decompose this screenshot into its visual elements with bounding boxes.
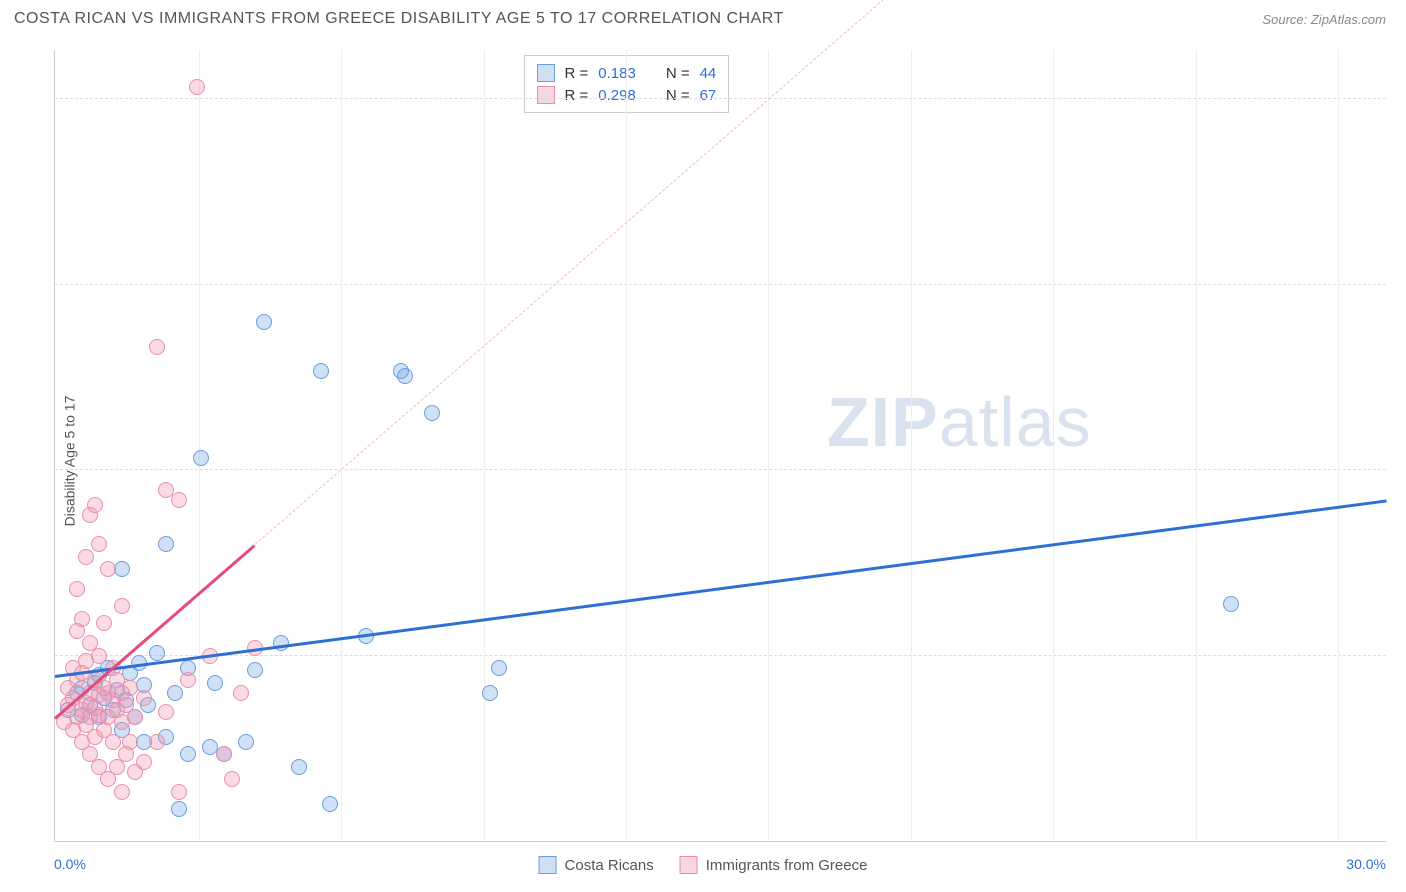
scatter-point — [91, 648, 107, 664]
legend-item: Immigrants from Greece — [680, 856, 868, 874]
scatter-point — [105, 734, 121, 750]
n-label: N = — [666, 87, 690, 104]
scatter-point — [180, 746, 196, 762]
gridline-horizontal — [55, 469, 1386, 470]
gridline-vertical — [1338, 50, 1339, 841]
scatter-point — [96, 615, 112, 631]
source-prefix: Source: — [1262, 12, 1310, 27]
gridline-vertical — [484, 50, 485, 841]
series-legend: Costa Ricans Immigrants from Greece — [539, 856, 868, 874]
x-axis-max-label: 30.0% — [1346, 856, 1386, 872]
scatter-point — [114, 598, 130, 614]
plot-area: ZIPatlas R =0.183N =44R =0.298N =67 7.5%… — [54, 50, 1386, 842]
scatter-point — [1223, 596, 1239, 612]
legend-swatch — [539, 856, 557, 874]
scatter-point — [291, 759, 307, 775]
scatter-point — [207, 675, 223, 691]
scatter-point — [216, 746, 232, 762]
legend-swatch — [680, 856, 698, 874]
scatter-point — [78, 549, 94, 565]
y-tick-label: 15.0% — [1394, 446, 1406, 462]
scatter-point — [158, 536, 174, 552]
watermark-light: atlas — [939, 383, 1092, 461]
scatter-point — [122, 734, 138, 750]
source-name: ZipAtlas.com — [1311, 12, 1386, 27]
scatter-point — [322, 796, 338, 812]
scatter-point — [91, 536, 107, 552]
scatter-point — [149, 339, 165, 355]
watermark-bold: ZIP — [827, 383, 939, 461]
watermark: ZIPatlas — [827, 382, 1092, 462]
legend-label: Immigrants from Greece — [706, 857, 868, 874]
legend-swatch — [537, 64, 555, 82]
scatter-point — [114, 784, 130, 800]
trend-line — [55, 500, 1386, 678]
scatter-point — [167, 685, 183, 701]
gridline-vertical — [341, 50, 342, 841]
scatter-point — [313, 363, 329, 379]
scatter-point — [193, 450, 209, 466]
gridline-vertical — [911, 50, 912, 841]
gridline-vertical — [1053, 50, 1054, 841]
y-tick-label: 7.5% — [1394, 632, 1406, 648]
scatter-point — [171, 784, 187, 800]
r-label: R = — [565, 65, 589, 82]
r-value: 0.298 — [598, 87, 636, 104]
scatter-point — [69, 581, 85, 597]
scatter-point — [136, 754, 152, 770]
y-tick-label: 22.5% — [1394, 261, 1406, 277]
scatter-point — [482, 685, 498, 701]
scatter-point — [74, 611, 90, 627]
source-attribution: Source: ZipAtlas.com — [1262, 12, 1386, 27]
legend-swatch — [537, 86, 555, 104]
y-tick-label: 30.0% — [1394, 75, 1406, 91]
scatter-point — [171, 492, 187, 508]
scatter-point — [158, 704, 174, 720]
x-axis-min-label: 0.0% — [54, 856, 86, 872]
scatter-point — [127, 709, 143, 725]
scatter-point — [491, 660, 507, 676]
scatter-point — [247, 662, 263, 678]
scatter-point — [136, 690, 152, 706]
chart-container: Disability Age 5 to 17 ZIPatlas R =0.183… — [14, 40, 1392, 882]
chart-title: COSTA RICAN VS IMMIGRANTS FROM GREECE DI… — [14, 10, 784, 28]
scatter-point — [224, 771, 240, 787]
n-label: N = — [666, 65, 690, 82]
scatter-point — [149, 734, 165, 750]
gridline-vertical — [626, 50, 627, 841]
r-value: 0.183 — [598, 65, 636, 82]
legend-label: Costa Ricans — [565, 857, 654, 874]
n-value: 44 — [700, 65, 717, 82]
scatter-point — [256, 314, 272, 330]
gridline-horizontal — [55, 284, 1386, 285]
scatter-point — [171, 801, 187, 817]
scatter-point — [87, 497, 103, 513]
scatter-point — [100, 561, 116, 577]
scatter-point — [238, 734, 254, 750]
gridline-horizontal — [55, 98, 1386, 99]
scatter-point — [149, 645, 165, 661]
r-label: R = — [565, 87, 589, 104]
scatter-point — [233, 685, 249, 701]
gridline-vertical — [199, 50, 200, 841]
scatter-point — [189, 79, 205, 95]
scatter-point — [397, 368, 413, 384]
gridline-vertical — [768, 50, 769, 841]
legend-item: Costa Ricans — [539, 856, 654, 874]
n-value: 67 — [700, 87, 717, 104]
scatter-point — [180, 672, 196, 688]
scatter-point — [424, 405, 440, 421]
gridline-vertical — [1196, 50, 1197, 841]
